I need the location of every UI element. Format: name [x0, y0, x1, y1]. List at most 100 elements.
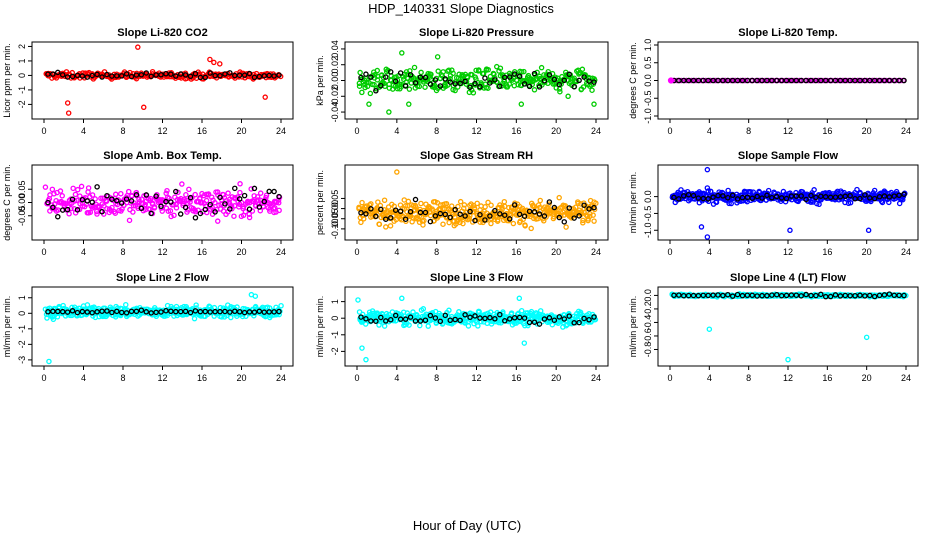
data-point	[374, 206, 381, 212]
reference-point	[472, 313, 478, 319]
x-tick-label: 20	[862, 247, 872, 257]
reference-point	[187, 194, 194, 201]
data-point	[368, 201, 374, 207]
outlier-point	[565, 93, 571, 100]
data-point	[263, 192, 270, 199]
data-point	[276, 207, 282, 214]
reference-point	[217, 72, 223, 79]
reference-point	[695, 195, 702, 201]
reference-point	[74, 72, 81, 79]
reference-point	[447, 214, 453, 221]
data-point	[580, 219, 586, 226]
reference-point	[749, 292, 756, 299]
reference-point	[566, 313, 572, 319]
reference-point	[725, 195, 731, 201]
x-tick-label: 16	[822, 126, 832, 136]
outlier-point	[521, 340, 528, 346]
reference-point	[447, 317, 453, 323]
reference-point	[690, 292, 697, 299]
data-point	[427, 212, 434, 219]
reference-point	[901, 77, 907, 84]
data-point	[72, 191, 79, 198]
reference-point	[373, 213, 379, 220]
reference-point	[261, 198, 268, 205]
data-point	[76, 206, 83, 213]
y-tick-label: 0.0	[643, 190, 653, 203]
reference-point	[808, 192, 814, 199]
reference-point	[417, 74, 424, 80]
reference-point	[541, 213, 548, 219]
reference-point	[497, 211, 503, 217]
y-tick-label: -0.02	[330, 86, 340, 107]
reference-point	[566, 205, 572, 211]
data-point	[417, 322, 423, 329]
reference-point	[128, 73, 135, 80]
data-point	[475, 323, 481, 329]
data-point	[234, 304, 240, 310]
reference-point	[862, 293, 868, 299]
reference-point	[407, 314, 414, 320]
reference-point	[462, 213, 468, 219]
data-point	[450, 70, 456, 77]
reference-point	[79, 73, 86, 79]
reference-point	[397, 208, 404, 214]
panel-2: Slope Li-820 Pressure kPa per min. 0 4 8 12 16…	[315, 27, 609, 136]
data-point	[506, 81, 513, 87]
y-tick-label: -1	[17, 325, 27, 333]
reference-point	[74, 207, 81, 213]
panel-title: Slope Li-820 Temp.	[738, 27, 837, 39]
data-point	[383, 224, 389, 230]
y-tick-label: -0.5	[643, 206, 653, 222]
data-point	[563, 224, 569, 230]
data-point	[168, 213, 174, 220]
data-points	[356, 169, 599, 232]
reference-point	[128, 198, 135, 204]
reference-point	[187, 309, 194, 316]
reference-point	[363, 316, 369, 322]
reference-point	[392, 78, 399, 85]
reference-point	[551, 317, 558, 323]
panel-4: Slope Amb. Box Temp. degrees C per min. 0 4…	[2, 150, 294, 257]
reference-point	[173, 308, 179, 315]
data-point	[591, 218, 597, 224]
data-point	[482, 204, 488, 210]
reference-point	[541, 316, 548, 322]
reference-point	[412, 318, 419, 324]
reference-point	[798, 293, 804, 299]
reference-point	[197, 210, 204, 217]
x-tick-label: 24	[901, 247, 911, 257]
reference-point	[818, 77, 824, 84]
y-tick-label: -0.2	[643, 301, 653, 317]
y-tick-label: -1.0	[643, 108, 653, 124]
reference-point	[837, 293, 844, 299]
y-tick-label: 0.0	[643, 74, 653, 87]
reference-point	[734, 291, 741, 298]
x-tick-label: 0	[41, 373, 46, 383]
reference-point	[89, 309, 95, 316]
data-point	[534, 69, 540, 76]
reference-point	[749, 77, 756, 84]
data-point	[179, 181, 185, 187]
reference-point	[133, 72, 140, 78]
reference-point	[700, 195, 707, 202]
data-point	[133, 189, 140, 196]
data-point	[589, 87, 595, 93]
x-tick-label: 24	[591, 373, 601, 383]
reference-point	[847, 292, 853, 299]
reference-point	[793, 77, 800, 84]
reference-point	[378, 82, 384, 89]
reference-point	[212, 308, 218, 315]
reference-point	[153, 72, 159, 78]
reference-point	[837, 77, 844, 84]
reference-point	[901, 191, 907, 197]
reference-point	[383, 318, 389, 324]
outlier-point	[65, 110, 72, 116]
reference-point	[676, 77, 682, 84]
data-point	[386, 311, 392, 318]
reference-point	[392, 312, 399, 319]
reference-point	[725, 77, 731, 84]
data-point	[510, 220, 517, 227]
data-point	[237, 181, 243, 187]
data-point	[485, 67, 491, 73]
data-point	[101, 203, 107, 209]
